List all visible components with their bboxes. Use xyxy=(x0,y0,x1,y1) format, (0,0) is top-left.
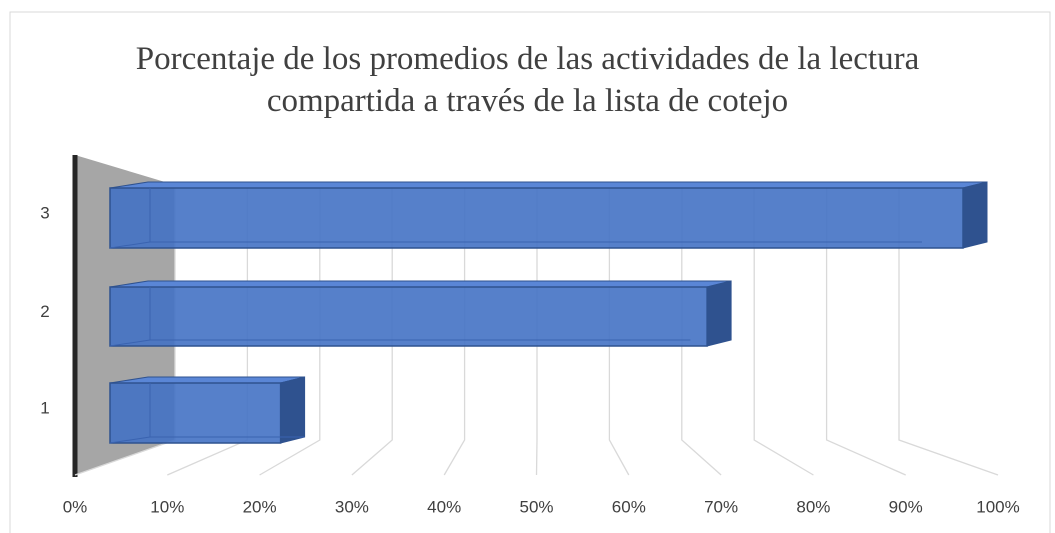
x-tick-label: 30% xyxy=(335,497,369,516)
y-tick-label: 1 xyxy=(40,398,49,417)
grid-line xyxy=(825,185,906,476)
grid-line xyxy=(681,185,722,476)
chart-title: Porcentaje de los promedios de las activ… xyxy=(135,41,920,119)
x-tick-label: 0% xyxy=(63,497,88,516)
grid-line xyxy=(898,185,999,476)
x-tick-label: 100% xyxy=(976,497,1019,516)
grid-line xyxy=(443,185,466,476)
bar xyxy=(109,376,306,444)
y-tick-label: 2 xyxy=(40,302,49,321)
grid-line xyxy=(259,185,321,476)
chart-border xyxy=(9,11,1051,533)
grid-line xyxy=(608,185,630,476)
x-tick-label: 40% xyxy=(427,497,461,516)
grid-line xyxy=(535,185,538,476)
x-tick-label: 50% xyxy=(519,497,553,516)
x-tick-label: 60% xyxy=(612,497,646,516)
x-tick-label: 70% xyxy=(704,497,738,516)
x-tick-label: 10% xyxy=(150,497,184,516)
x-tick-label: 20% xyxy=(243,497,277,516)
grid-line xyxy=(753,185,814,476)
y-tick-label: 3 xyxy=(40,203,49,222)
grid-line xyxy=(351,185,393,476)
bar xyxy=(109,181,988,249)
x-tick-label: 80% xyxy=(796,497,830,516)
bar xyxy=(109,280,732,347)
x-tick-label: 90% xyxy=(889,497,923,516)
